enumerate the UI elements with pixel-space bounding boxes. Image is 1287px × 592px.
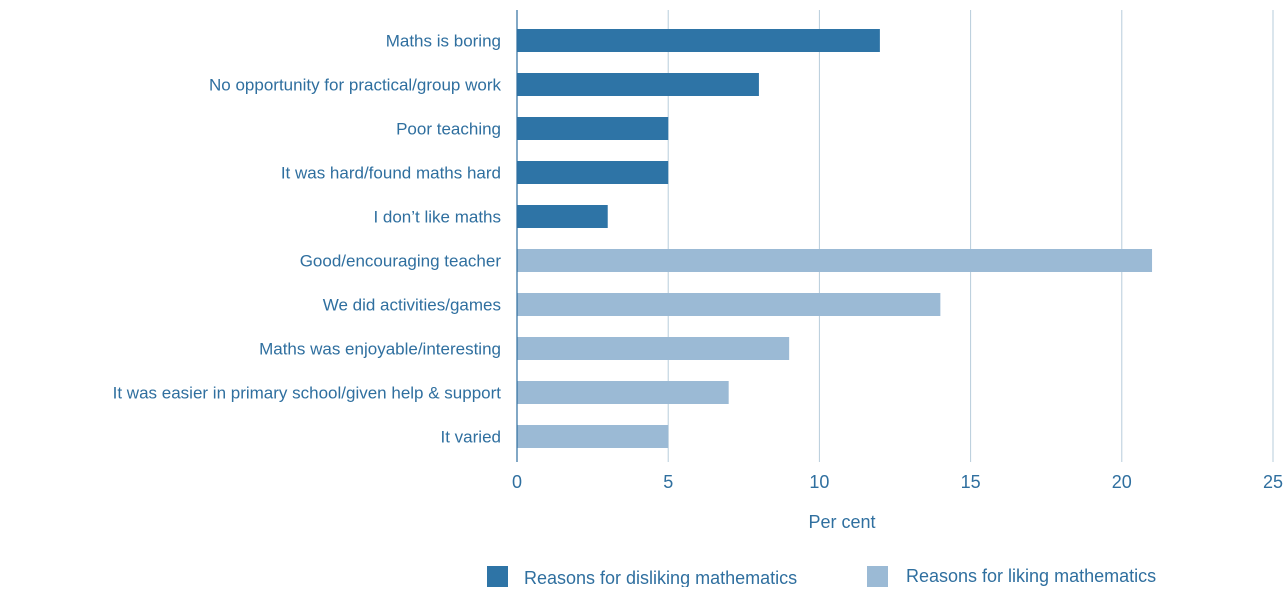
category-label-7: Maths was enjoyable/interesting — [259, 340, 501, 359]
bar-7 — [517, 337, 790, 360]
bar-6 — [517, 293, 941, 316]
x-tick-label-5: 5 — [663, 472, 673, 492]
bars — [517, 29, 1153, 448]
x-tick-label-0: 0 — [512, 472, 522, 492]
legend: Reasons for disliking mathematics Reason… — [487, 566, 1156, 588]
category-label-1: No opportunity for practical/group work — [209, 76, 501, 95]
bar-5 — [517, 249, 1153, 272]
bar-0 — [517, 29, 880, 52]
category-label-6: We did activities/games — [323, 296, 501, 315]
legend-swatch-disliking — [487, 566, 508, 587]
category-label-2: Poor teaching — [396, 120, 501, 139]
x-tick-label-10: 10 — [809, 472, 829, 492]
legend-label-disliking: Reasons for disliking mathematics — [524, 568, 797, 587]
legend-label-liking: Reasons for liking mathematics — [906, 566, 1156, 586]
x-axis-title: Per cent — [808, 512, 875, 532]
category-label-0: Maths is boring — [386, 32, 501, 51]
bar-8 — [517, 381, 729, 404]
legend-swatch-liking — [867, 566, 888, 587]
category-label-3: It was hard/found maths hard — [281, 164, 501, 183]
category-labels: Maths is boring No opportunity for practi… — [113, 32, 502, 447]
category-label-4: I don’t like maths — [373, 208, 501, 227]
category-label-9: It varied — [441, 428, 501, 447]
category-label-5: Good/encouraging teacher — [300, 252, 502, 271]
bar-2 — [517, 117, 669, 140]
bar-3 — [517, 161, 669, 184]
x-tick-labels: 0 5 10 15 20 25 — [512, 472, 1283, 492]
x-tick-label-25: 25 — [1263, 472, 1283, 492]
x-tick-label-15: 15 — [961, 472, 981, 492]
bar-9 — [517, 425, 669, 448]
category-label-8: It was easier in primary school/given he… — [113, 384, 502, 403]
x-tick-label-20: 20 — [1112, 472, 1132, 492]
bar-1 — [517, 73, 759, 96]
bar-4 — [517, 205, 608, 228]
